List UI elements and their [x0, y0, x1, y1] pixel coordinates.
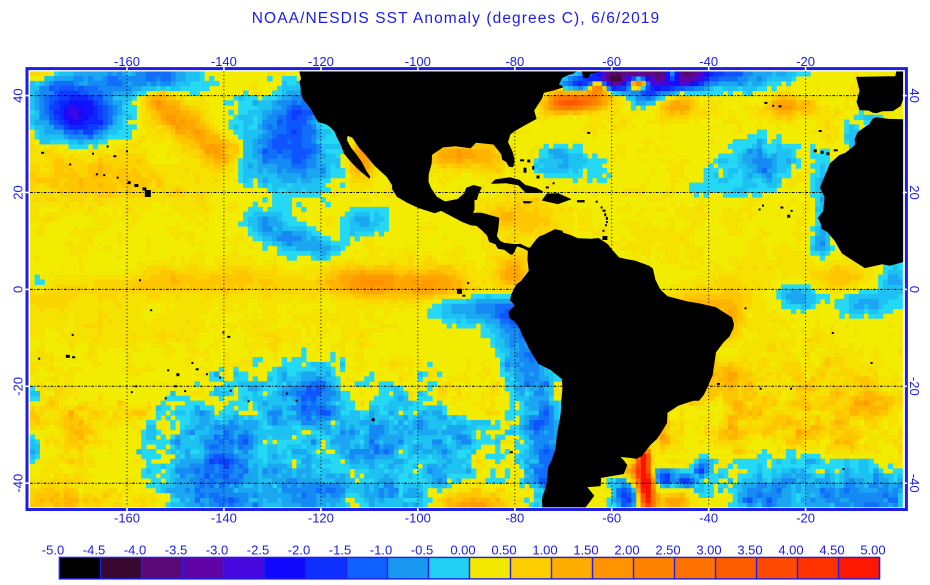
svg-text:-4.5: -4.5: [83, 543, 105, 558]
svg-text:-60: -60: [602, 511, 621, 526]
svg-text:-40: -40: [699, 54, 718, 69]
svg-text:2.00: 2.00: [614, 543, 639, 558]
svg-text:-120: -120: [308, 54, 334, 69]
svg-text:-100: -100: [405, 54, 431, 69]
svg-text:4.50: 4.50: [819, 543, 844, 558]
svg-text:-20: -20: [11, 377, 26, 396]
svg-text:20: 20: [11, 185, 26, 199]
svg-text:-2.0: -2.0: [288, 543, 310, 558]
svg-text:3.00: 3.00: [696, 543, 721, 558]
svg-text:-120: -120: [308, 511, 334, 526]
svg-text:0.50: 0.50: [491, 543, 516, 558]
svg-text:0: 0: [907, 286, 922, 293]
svg-text:4.00: 4.00: [778, 543, 803, 558]
svg-text:NOAA/NESDIS SST Anomaly (degre: NOAA/NESDIS SST Anomaly (degrees C), 6/6…: [252, 10, 660, 27]
svg-text:-40: -40: [11, 474, 26, 493]
svg-text:-20: -20: [796, 511, 815, 526]
svg-text:-1.5: -1.5: [329, 543, 351, 558]
svg-text:-4.0: -4.0: [124, 543, 146, 558]
svg-text:-140: -140: [211, 511, 237, 526]
svg-text:-40: -40: [907, 474, 922, 493]
svg-text:-5.0: -5.0: [42, 543, 64, 558]
svg-text:-0.5: -0.5: [411, 543, 433, 558]
svg-text:1.00: 1.00: [532, 543, 557, 558]
svg-text:5.00: 5.00: [860, 543, 885, 558]
svg-text:2.50: 2.50: [655, 543, 680, 558]
svg-text:-60: -60: [602, 54, 621, 69]
svg-text:20: 20: [907, 185, 922, 199]
svg-text:-80: -80: [505, 54, 524, 69]
svg-text:-160: -160: [114, 511, 140, 526]
svg-text:-2.5: -2.5: [247, 543, 269, 558]
svg-text:-160: -160: [114, 54, 140, 69]
svg-text:0.00: 0.00: [450, 543, 475, 558]
svg-text:40: 40: [907, 88, 922, 102]
svg-text:40: 40: [11, 88, 26, 102]
svg-text:3.50: 3.50: [737, 543, 762, 558]
svg-text:0: 0: [11, 286, 26, 293]
svg-text:-3.5: -3.5: [165, 543, 187, 558]
svg-text:-80: -80: [505, 511, 524, 526]
svg-text:1.50: 1.50: [573, 543, 598, 558]
svg-text:-140: -140: [211, 54, 237, 69]
svg-text:-40: -40: [699, 511, 718, 526]
svg-text:-20: -20: [796, 54, 815, 69]
svg-text:-1.0: -1.0: [370, 543, 392, 558]
svg-text:-3.0: -3.0: [206, 543, 228, 558]
svg-text:-20: -20: [907, 377, 922, 396]
svg-text:-100: -100: [405, 511, 431, 526]
